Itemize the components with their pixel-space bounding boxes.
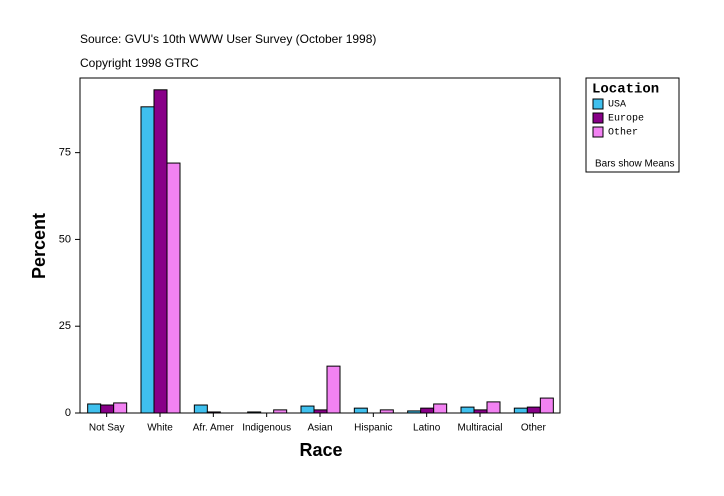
y-axis-title: Percent <box>29 213 49 279</box>
legend-label: Other <box>608 127 638 139</box>
y-tick-label: 0 <box>65 407 71 419</box>
bar <box>513 407 528 414</box>
x-tick-label: White <box>147 423 173 434</box>
bar <box>486 401 501 414</box>
bar <box>300 405 315 414</box>
bar <box>193 404 208 414</box>
bar <box>539 397 554 414</box>
bar <box>353 407 368 414</box>
copyright: Copyright 1998 GTRC <box>80 56 199 70</box>
bar <box>460 406 475 414</box>
bar <box>247 411 262 414</box>
legend-swatch <box>592 98 604 110</box>
bar <box>153 89 168 414</box>
legend-label: Europe <box>608 114 644 125</box>
bar <box>140 106 155 414</box>
y-tick-label: 75 <box>59 147 71 159</box>
legend-label: USA <box>608 100 626 111</box>
bar <box>206 411 221 414</box>
bar <box>379 409 394 414</box>
y-tick-label: 50 <box>59 233 71 245</box>
y-tick-label: 25 <box>59 320 71 332</box>
x-tick-label: Indigenous <box>242 423 291 434</box>
x-tick-label: Multiracial <box>457 423 502 434</box>
bar <box>166 162 181 414</box>
bar <box>113 402 128 414</box>
x-tick-label: Latino <box>413 423 441 434</box>
legend-swatch <box>592 126 604 138</box>
bar <box>87 403 102 414</box>
bar <box>526 406 541 414</box>
x-tick-label: Hispanic <box>354 423 392 434</box>
bar <box>473 409 488 414</box>
bar <box>313 409 328 414</box>
bar <box>420 407 435 414</box>
legend-box <box>585 77 680 173</box>
x-axis-title: Race <box>299 440 342 460</box>
bar <box>407 410 422 414</box>
note: Bars show Means <box>595 159 674 170</box>
source: Source: GVU's 10th WWW User Survey (Octo… <box>80 32 376 46</box>
x-tick-label: Asian <box>307 423 332 434</box>
legend-swatch <box>592 112 604 124</box>
x-tick-label: Not Say <box>89 423 125 434</box>
bar <box>433 403 448 414</box>
x-tick-label: Afr. Amer <box>193 423 235 434</box>
bar <box>100 404 115 414</box>
bar <box>273 409 288 414</box>
legend-title: Location <box>592 82 659 98</box>
bar <box>326 365 341 414</box>
x-tick-label: Other <box>521 423 547 434</box>
